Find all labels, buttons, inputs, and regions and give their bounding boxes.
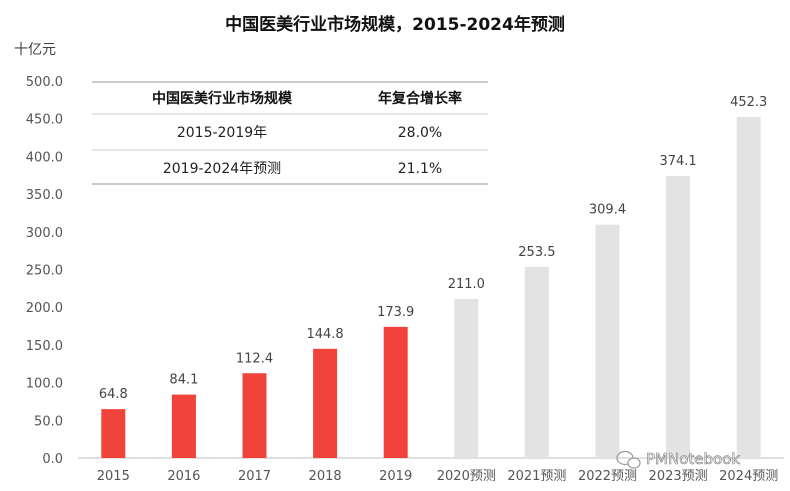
y-tick-label: 400.0 bbox=[26, 150, 63, 165]
table-cell-period-2: 2019-2024年预测 bbox=[163, 161, 281, 177]
y-tick-label: 350.0 bbox=[26, 188, 63, 203]
y-axis-unit: 十亿元 bbox=[14, 42, 56, 58]
bar-2021预测 bbox=[524, 266, 549, 458]
x-tick-label: 2021预测 bbox=[507, 469, 566, 484]
y-tick-label: 300.0 bbox=[26, 226, 63, 241]
x-axis: 2015 2016 2017 2018 2019 2020预测 2021预测 2022预测 20… bbox=[97, 469, 778, 484]
x-tick-label: 2019 bbox=[379, 469, 412, 484]
chart-title: 中国医美行业市场规模，2015-2024年预测 bbox=[225, 14, 565, 35]
y-tick-label: 250.0 bbox=[26, 264, 63, 279]
bar-2016 bbox=[171, 394, 196, 458]
y-tick-label: 500.0 bbox=[26, 75, 63, 90]
data-label-2022预测: 309.4 bbox=[589, 203, 626, 218]
x-tick-label: 2020预测 bbox=[437, 469, 496, 484]
y-tick-label: 100.0 bbox=[26, 377, 63, 392]
data-label-2016: 84.1 bbox=[169, 373, 198, 388]
x-tick-label: 2024预测 bbox=[719, 469, 778, 484]
bars: 64.8 84.1 112.4 144.8 173.9 211.0 253.5 309.4 37… bbox=[99, 95, 767, 459]
bar-2020预测 bbox=[454, 298, 479, 458]
bar-2018 bbox=[313, 348, 338, 458]
watermark: PMNotebook bbox=[616, 450, 741, 469]
x-tick-label: 2023预测 bbox=[649, 469, 708, 484]
table-cell-cagr-2: 21.1% bbox=[398, 161, 442, 177]
bar-2022预测 bbox=[595, 224, 620, 458]
wechat-icon bbox=[616, 450, 641, 469]
data-label-2019: 173.9 bbox=[377, 305, 414, 320]
x-tick-label: 2017 bbox=[238, 469, 271, 484]
data-label-2021预测: 253.5 bbox=[518, 245, 555, 260]
bar-2024预测 bbox=[736, 116, 761, 459]
data-label-2024预测: 452.3 bbox=[730, 95, 767, 110]
watermark-text: PMNotebook bbox=[646, 450, 740, 468]
data-label-2018: 144.8 bbox=[306, 327, 343, 342]
data-label-2020预测: 211.0 bbox=[448, 277, 485, 292]
table-cell-cagr-1: 28.0% bbox=[398, 125, 442, 141]
y-tick-label: 0.0 bbox=[42, 452, 63, 467]
bar-2015 bbox=[101, 409, 126, 458]
data-label-2017: 112.4 bbox=[236, 351, 273, 366]
bar-2017 bbox=[242, 373, 267, 458]
data-label-2023预测: 374.1 bbox=[659, 154, 696, 169]
bar-2023预测 bbox=[666, 175, 691, 459]
x-tick-label: 2022预测 bbox=[578, 469, 637, 484]
y-tick-label: 200.0 bbox=[26, 301, 63, 316]
y-tick-label: 50.0 bbox=[34, 414, 63, 429]
x-tick-label: 2018 bbox=[309, 469, 342, 484]
table-header-market: 中国医美行业市场规模 bbox=[152, 90, 293, 107]
y-axis: 0.0 50.0 100.0 150.0 200.0 250.0 300.0 350.0 400… bbox=[26, 75, 63, 467]
bar-2019 bbox=[383, 326, 408, 458]
cagr-table: 中国医美行业市场规模 年复合增长率 2015-2019年 28.0% 2019-… bbox=[92, 81, 488, 185]
y-tick-label: 150.0 bbox=[26, 339, 63, 354]
table-header-cagr: 年复合增长率 bbox=[378, 90, 462, 107]
data-label-2015: 64.8 bbox=[99, 387, 128, 402]
x-tick-label: 2015 bbox=[97, 469, 130, 484]
x-tick-label: 2016 bbox=[167, 469, 200, 484]
table-cell-period-1: 2015-2019年 bbox=[177, 125, 267, 141]
y-tick-label: 450.0 bbox=[26, 113, 63, 128]
